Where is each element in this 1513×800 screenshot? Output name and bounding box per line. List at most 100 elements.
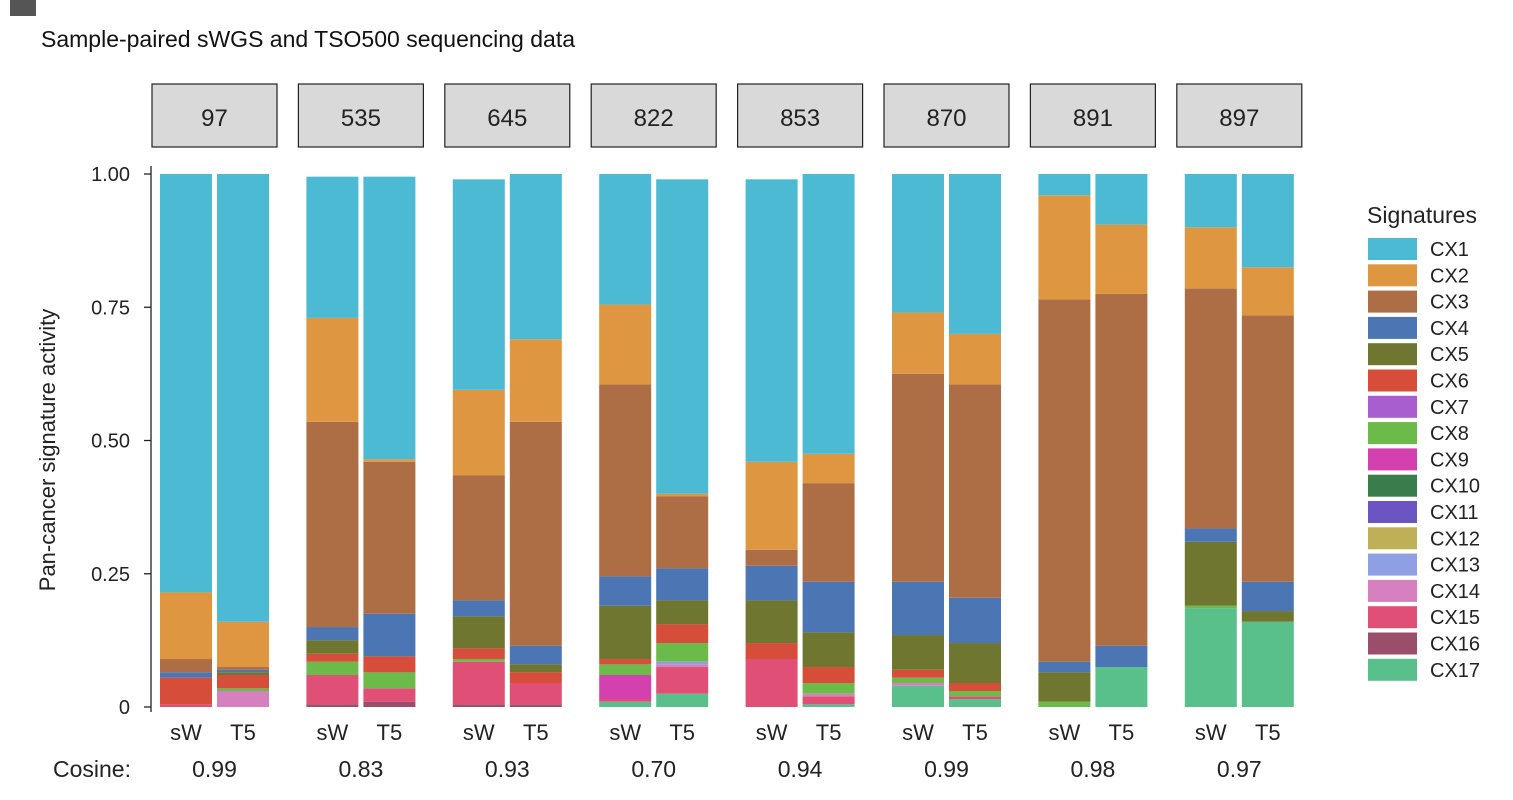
- bar-segment-cx8: [306, 661, 359, 676]
- bar-segment-cx4: [1184, 528, 1237, 542]
- bar-segment-cx3: [1184, 288, 1237, 529]
- bar-segment-cx6: [802, 667, 855, 684]
- bar-segment-cx1: [745, 179, 798, 462]
- facet-header-box: [590, 83, 717, 148]
- bar-segment-cx5: [509, 664, 562, 673]
- legend-swatch-cx4: [1368, 316, 1417, 339]
- y-tick-label: 0.75: [91, 297, 130, 319]
- bar-segment-cx2: [306, 317, 359, 422]
- bar-segment-cx6: [363, 656, 416, 673]
- chart-title: Sample-paired sWGS and TSO500 sequencing…: [41, 26, 575, 52]
- bar-label: T5: [523, 720, 549, 745]
- facet-header-box: [1176, 83, 1303, 148]
- legend-swatch-cx1: [1368, 238, 1417, 260]
- bar-label: T5: [669, 720, 695, 745]
- bar-segment-cx3: [160, 659, 212, 673]
- bar-segment-cx17: [1184, 608, 1237, 707]
- bar-segment-cx4: [949, 597, 1001, 644]
- bar-segment-cx1: [509, 174, 562, 340]
- cosine-value: 0.83: [339, 756, 384, 782]
- bar-label: sW: [1195, 720, 1227, 745]
- legend-label-cx5: CX5: [1430, 344, 1469, 366]
- bar-segment-cx17: [656, 693, 709, 707]
- bar-segment-cx6: [306, 653, 359, 662]
- bar-segment-cx15: [802, 696, 855, 705]
- bar-segment-cx15: [509, 683, 562, 705]
- facet-header-label: 97: [201, 105, 228, 132]
- facet-header-label: 897: [1219, 105, 1259, 132]
- bar-segment-cx17: [1241, 621, 1294, 707]
- bar-segment-cx6: [160, 677, 212, 705]
- bar-segment-cx5: [452, 616, 505, 649]
- bar-segment-cx15: [745, 659, 798, 707]
- bar-segment-cx1: [656, 179, 709, 494]
- bar-segment-cx3: [1095, 293, 1148, 646]
- bar-segment-cx8: [217, 688, 269, 692]
- legend-swatch-cx17: [1368, 658, 1417, 681]
- corner-mark: [10, 0, 36, 16]
- bar-segment-cx2: [1184, 227, 1237, 289]
- bar-segment-cx17: [599, 701, 652, 707]
- bar-label: T5: [816, 720, 842, 745]
- bar-segment-cx5: [892, 635, 944, 670]
- facet-header-box: [1029, 83, 1157, 148]
- bar-segment-cx5: [745, 600, 798, 644]
- bar-segment-cx5: [217, 672, 269, 676]
- legend-label-cx3: CX3: [1430, 292, 1469, 314]
- bar-segment-cx5: [949, 643, 1001, 684]
- bar-segment-cx6: [509, 672, 562, 684]
- cosine-value: 0.94: [778, 756, 823, 782]
- legend-label-cx10: CX10: [1430, 476, 1480, 498]
- bar-segment-cx4: [509, 645, 562, 665]
- bar-segment-cx6: [599, 659, 652, 665]
- cosine-value: 0.99: [192, 756, 237, 782]
- bar-segment-cx4: [452, 600, 505, 617]
- bar-segment-cx8: [949, 691, 1001, 697]
- bar-segment-cx1: [1095, 174, 1148, 225]
- bar-segment-cx15: [949, 696, 1001, 700]
- bar-segment-cx1: [306, 176, 359, 318]
- bar-segment-cx8: [892, 677, 944, 684]
- bar-segment-cx3: [1241, 315, 1294, 582]
- bar-segment-cx3: [217, 667, 269, 670]
- bar-segment-cx3: [509, 421, 562, 646]
- bar-segment-cx2: [745, 461, 798, 550]
- bar-label: sW: [756, 720, 788, 745]
- cosine-value: 0.99: [924, 756, 969, 782]
- bar-segment-cx8: [1038, 701, 1091, 707]
- bar-segment-cx4: [656, 568, 709, 601]
- bar-segment-cx8: [452, 659, 505, 662]
- bar-segment-cx15: [160, 704, 212, 707]
- y-axis-label: Pan-cancer signature activity: [35, 309, 60, 591]
- bar-segment-cx1: [892, 174, 944, 313]
- bar-segment-cx16: [509, 704, 562, 707]
- y-tick-label: 0.25: [91, 564, 130, 586]
- legend-swatch-cx2: [1368, 264, 1417, 287]
- legend-label-cx7: CX7: [1430, 397, 1469, 419]
- cosine-row-label: Cosine:: [53, 756, 131, 782]
- legend-label-cx9: CX9: [1430, 449, 1469, 471]
- legend-label-cx11: CX11: [1430, 502, 1479, 524]
- bar-segment-cx4: [802, 581, 855, 633]
- facet-header-label: 891: [1073, 105, 1113, 132]
- facet-header-label: 645: [487, 105, 527, 132]
- bar-segment-cx14: [656, 664, 709, 668]
- facet-header-label: 535: [341, 105, 381, 132]
- bar-segment-cx4: [363, 613, 416, 657]
- bar-segment-cx5: [1038, 672, 1091, 702]
- legend-label-cx13: CX13: [1430, 555, 1480, 577]
- legend-swatch-cx9: [1368, 448, 1417, 471]
- facet-header-box: [444, 83, 571, 148]
- bar-segment-cx17: [802, 704, 855, 707]
- bar-segment-cx3: [363, 461, 416, 614]
- bar-segment-cx8: [1184, 605, 1237, 609]
- bar-segment-cx6: [217, 675, 269, 689]
- bar-segment-cx15: [306, 675, 359, 705]
- bar-segment-cx2: [1095, 224, 1148, 294]
- bar-segment-cx4: [892, 581, 944, 636]
- legend-swatch-cx16: [1368, 632, 1417, 655]
- bar-segment-cx5: [656, 600, 709, 625]
- bar-label: sW: [902, 720, 934, 745]
- bar-segment-cx15: [656, 667, 709, 694]
